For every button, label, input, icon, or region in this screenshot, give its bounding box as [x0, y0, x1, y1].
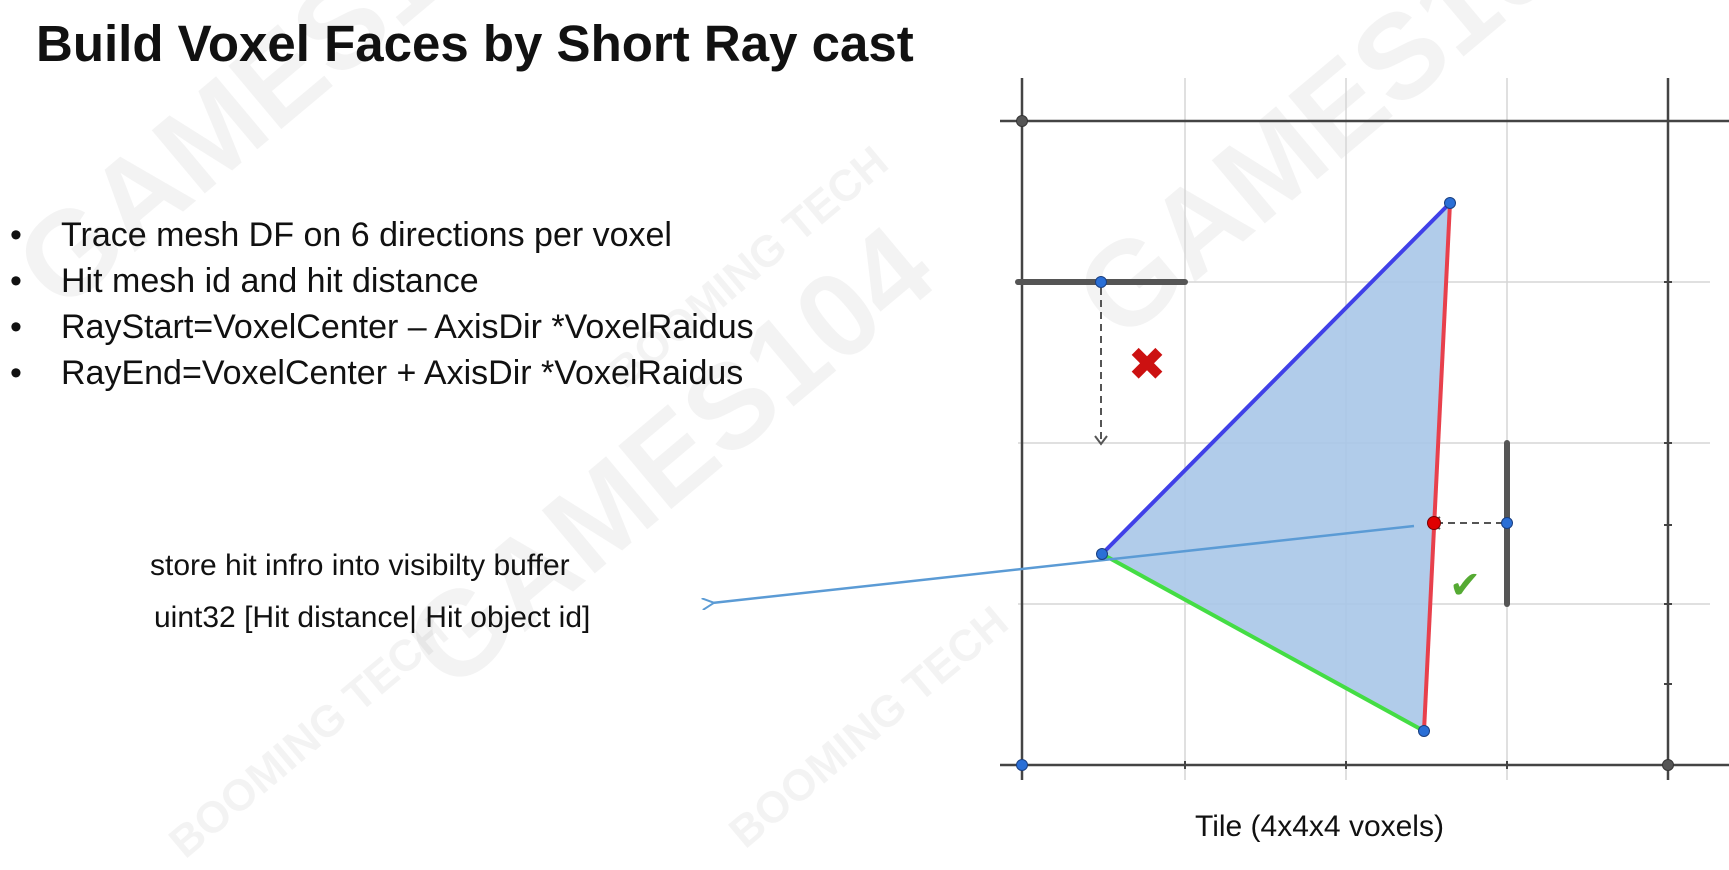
slide-title: Build Voxel Faces by Short Ray cast: [36, 15, 914, 72]
bullet-list: • Trace mesh DF on 6 directions per voxel…: [10, 212, 754, 396]
bullet-marker: •: [10, 262, 22, 300]
mesh-triangle: [1102, 203, 1450, 731]
miss-ray-arrowhead: [1094, 435, 1108, 446]
hit-ray-origin: [1501, 517, 1513, 529]
hit-point: [1427, 516, 1441, 530]
note-line-1: store hit infro into visibilty buffer: [150, 549, 570, 582]
miss-mark-icon: ✖: [1128, 337, 1167, 391]
bullet-item: • RayStart=VoxelCenter – AxisDir *VoxelRa…: [10, 304, 754, 350]
pointer-arrow: [712, 524, 1415, 603]
bullet-item: • Hit mesh id and hit distance: [10, 258, 754, 304]
tile-frame: [1000, 78, 1729, 780]
bullet-marker: •: [10, 308, 22, 346]
bullet-marker: •: [10, 354, 22, 392]
bullet-item: • Trace mesh DF on 6 directions per voxel: [10, 212, 754, 258]
bullet-text: RayEnd=VoxelCenter + AxisDir *VoxelRaidu…: [61, 354, 744, 392]
triangle-edge-green: [1101, 552, 1425, 733]
triangle-edge-blue: [1100, 201, 1452, 556]
triangle-vertex: [1418, 725, 1430, 737]
triangle-vertex: [1444, 197, 1456, 209]
hit-mark-icon: ✔: [1449, 563, 1481, 607]
frame-corner-node: [1662, 759, 1674, 771]
bullet-text: RayStart=VoxelCenter – AxisDir *VoxelRai…: [61, 308, 754, 346]
bullet-text: Trace mesh DF on 6 directions per voxel: [61, 216, 672, 254]
triangle-vertex: [1096, 548, 1108, 560]
miss-ray-origin: [1095, 276, 1107, 288]
tile-caption: Tile (4x4x4 voxels): [1195, 810, 1444, 843]
bullet-text: Hit mesh id and hit distance: [61, 262, 479, 300]
note-line-2: uint32 [Hit distance| Hit object id]: [154, 601, 591, 634]
frame-corner-node: [1016, 115, 1028, 127]
bullet-marker: •: [10, 216, 22, 254]
bullet-item: • RayEnd=VoxelCenter + AxisDir *VoxelRaid…: [10, 350, 754, 396]
visibility-buffer-note: store hit infro into visibilty buffer ui…: [150, 540, 590, 644]
tile-frame-ticks: [1184, 281, 1672, 769]
triangle-edge-red: [1422, 202, 1452, 732]
frame-corner-node: [1016, 759, 1028, 771]
